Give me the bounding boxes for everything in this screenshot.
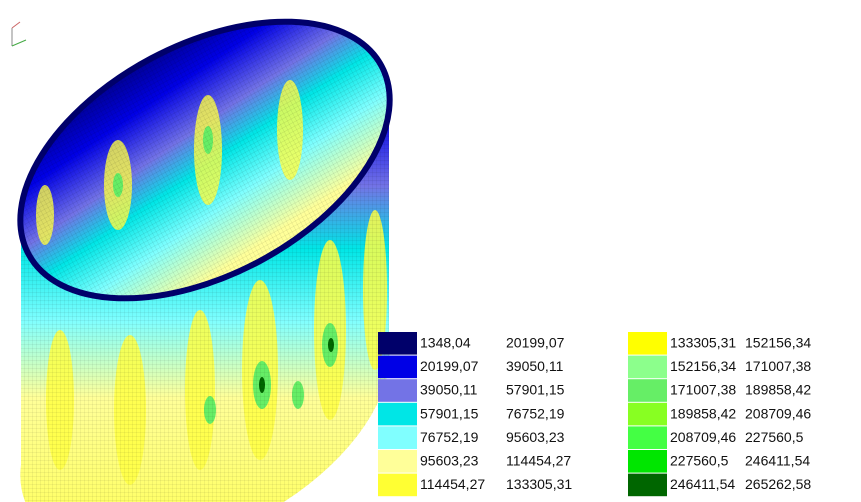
legend-swatch	[628, 426, 667, 449]
legend-from: 114454,27	[420, 476, 485, 492]
legend-from: 76752,19	[420, 429, 479, 445]
cylinder-model	[0, 0, 436, 502]
legend-from: 133305,31	[670, 335, 736, 351]
legend-from: 171007,38	[670, 382, 736, 398]
legend-swatch	[628, 474, 667, 497]
legend-swatch	[378, 426, 417, 449]
legend-to: 57901,15	[506, 382, 565, 398]
legend-swatch	[628, 403, 667, 426]
legend-to: 246411,54	[745, 453, 810, 469]
legend-to: 20199,07	[506, 335, 565, 351]
legend-from: 208709,46	[670, 429, 736, 445]
legend-to: 76752,19	[506, 405, 565, 421]
legend-from: 152156,34	[670, 358, 736, 374]
legend-from: 20199,07	[420, 358, 479, 374]
legend-to: 189858,42	[745, 382, 811, 398]
legend-from: 95603,23	[420, 453, 479, 469]
legend-swatch	[378, 403, 417, 426]
legend-swatch	[378, 356, 417, 379]
legend-to: 39050,11	[506, 358, 564, 374]
result-view: 1348,04 20199,07 20199,07 39050,11 39050,11 5…	[0, 0, 861, 502]
axis-triad	[12, 22, 26, 46]
legend-to: 227560,5	[745, 429, 804, 445]
legend-swatch	[378, 450, 417, 473]
legend-from: 39050,11	[420, 382, 478, 398]
legend-swatch	[628, 332, 667, 355]
legend-from: 57901,15	[420, 405, 479, 421]
legend-swatch	[628, 356, 667, 379]
legend-to: 152156,34	[745, 335, 811, 351]
legend-to: 133305,31	[506, 476, 572, 492]
legend-swatch	[628, 379, 667, 402]
legend-to: 95603,23	[506, 429, 565, 445]
legend-to: 114454,27	[506, 453, 571, 469]
legend-from: 189858,42	[670, 405, 736, 421]
page: 1348,04 20199,07 20199,07 39050,11 39050,11 5…	[0, 0, 861, 502]
legend-to: 171007,38	[745, 358, 811, 374]
legend-to: 265262,58	[745, 476, 811, 492]
legend-from: 1348,04	[420, 335, 471, 351]
legend-from: 227560,5	[670, 453, 729, 469]
legend-swatch	[378, 332, 417, 355]
legend: 1348,04 20199,07 20199,07 39050,11 39050,11 5…	[378, 332, 811, 496]
legend-from: 246411,54	[670, 476, 735, 492]
legend-swatch	[378, 379, 417, 402]
legend-to: 208709,46	[745, 405, 811, 421]
legend-swatch	[628, 450, 667, 473]
legend-swatch	[378, 474, 417, 497]
